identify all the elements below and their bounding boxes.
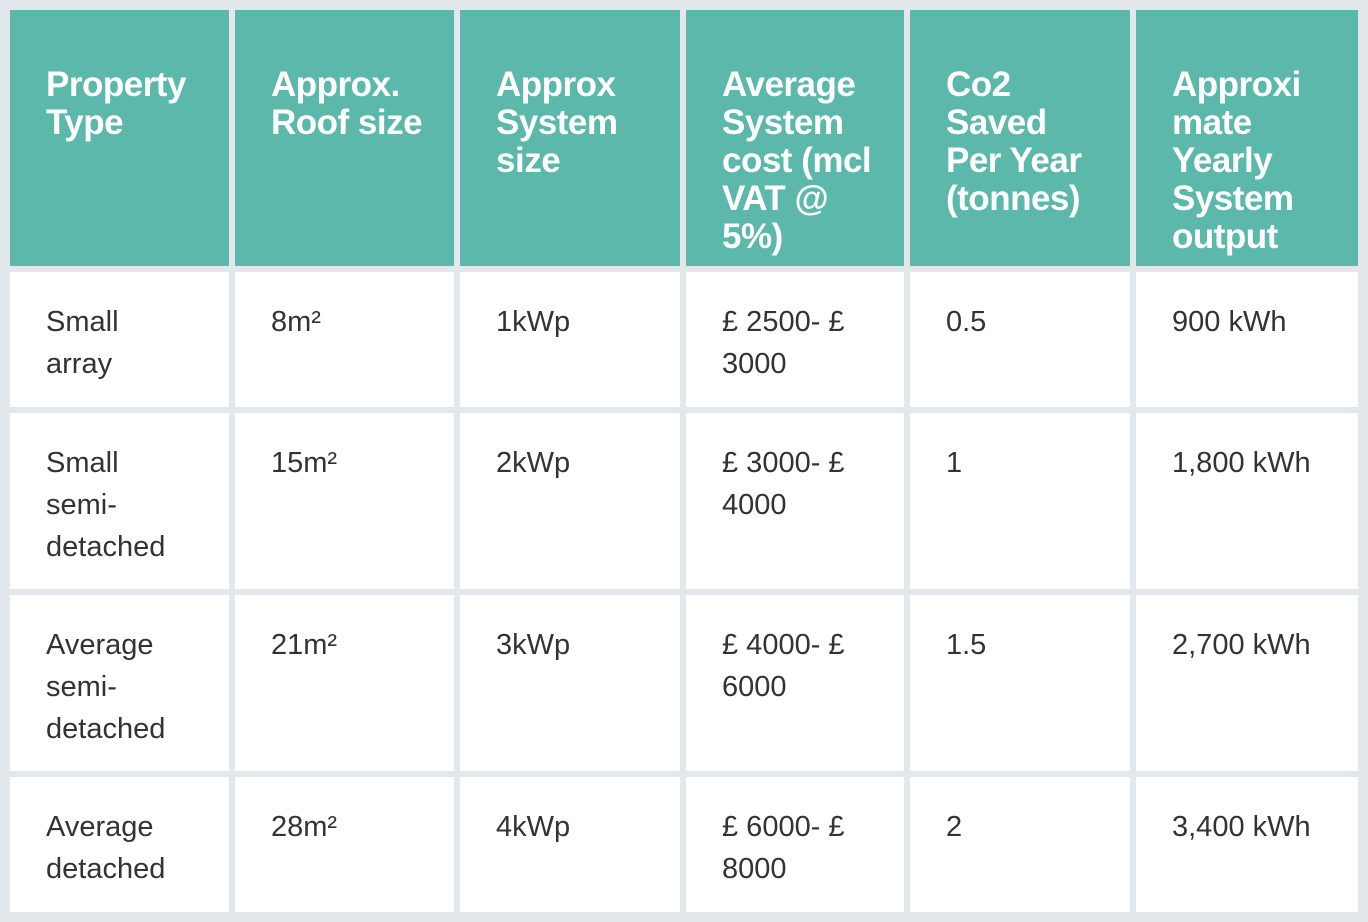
cell-property-type: Small semi-detached bbox=[10, 413, 229, 589]
header-co2-saved: Co2 Saved Per Year (tonnes) bbox=[910, 10, 1130, 266]
cell-co2-saved: 0.5 bbox=[910, 272, 1130, 408]
header-property-type: Property Type bbox=[10, 10, 229, 266]
cell-roof-size: 21m² bbox=[235, 594, 454, 771]
cell-system-cost: £ 3000- £ 4000 bbox=[686, 413, 904, 589]
cell-property-type: Small array bbox=[10, 272, 229, 408]
cell-co2-saved: 1 bbox=[910, 413, 1130, 589]
header-roof-size: Approx. Roof size bbox=[235, 10, 454, 266]
cell-co2-saved: 2 bbox=[910, 776, 1130, 912]
cell-yearly-output: 1,800 kWh bbox=[1136, 413, 1358, 589]
cell-system-size: 1kWp bbox=[460, 272, 680, 408]
cell-system-cost: £ 6000- £ 8000 bbox=[686, 776, 904, 912]
cell-system-size: 3kWp bbox=[460, 594, 680, 771]
cell-system-size: 2kWp bbox=[460, 413, 680, 589]
header-yearly-output: Approxi mate Yearly System output bbox=[1136, 10, 1358, 266]
header-system-cost: Average System cost (mcl VAT @ 5%) bbox=[686, 10, 904, 266]
header-row: Property Type Approx. Roof size Approx S… bbox=[10, 10, 1358, 266]
cell-co2-saved: 1.5 bbox=[910, 594, 1130, 771]
cell-yearly-output: 3,400 kWh bbox=[1136, 776, 1358, 912]
cell-roof-size: 28m² bbox=[235, 776, 454, 912]
cell-yearly-output: 900 kWh bbox=[1136, 272, 1358, 408]
cell-yearly-output: 2,700 kWh bbox=[1136, 594, 1358, 771]
cell-roof-size: 15m² bbox=[235, 413, 454, 589]
cell-system-cost: £ 2500- £ 3000 bbox=[686, 272, 904, 408]
table-row: Average semi-detached 21m² 3kWp £ 4000- … bbox=[10, 594, 1358, 771]
cell-system-cost: £ 4000- £ 6000 bbox=[686, 594, 904, 771]
solar-pricing-table: Property Type Approx. Roof size Approx S… bbox=[4, 4, 1364, 918]
cell-property-type: Average detached bbox=[10, 776, 229, 912]
table-row: Small array 8m² 1kWp £ 2500- £ 3000 0.5 … bbox=[10, 272, 1358, 408]
cell-property-type: Average semi-detached bbox=[10, 594, 229, 771]
table-row: Average detached 28m² 4kWp £ 6000- £ 800… bbox=[10, 776, 1358, 912]
cell-roof-size: 8m² bbox=[235, 272, 454, 408]
table-row: Small semi-detached 15m² 2kWp £ 3000- £ … bbox=[10, 413, 1358, 589]
cell-system-size: 4kWp bbox=[460, 776, 680, 912]
header-system-size: Approx System size bbox=[460, 10, 680, 266]
